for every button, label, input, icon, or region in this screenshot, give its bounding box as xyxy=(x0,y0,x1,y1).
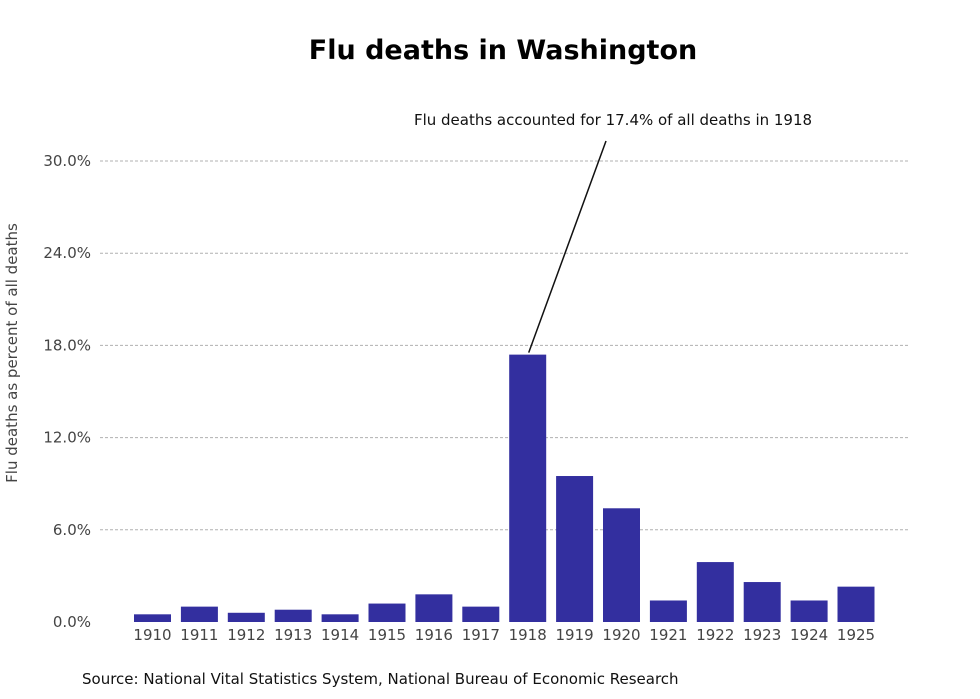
x-tick-label: 1917 xyxy=(462,626,500,644)
bar-1919 xyxy=(556,476,594,622)
bar-1911 xyxy=(180,606,218,622)
x-tick-label: 1923 xyxy=(743,626,781,644)
chart-title: Flu deaths in Washington xyxy=(309,35,697,66)
y-axis-ticks: 0.0% 6.0% 12.0% 18.0% 24.0% 30.0% xyxy=(43,152,91,631)
bar-1918 xyxy=(509,354,547,622)
bar-1921 xyxy=(649,600,687,622)
x-tick-label: 1912 xyxy=(227,626,265,644)
bar-1923 xyxy=(743,582,781,622)
y-tick-label: 0.0% xyxy=(53,613,91,631)
bar-1916 xyxy=(415,594,453,622)
bar-1913 xyxy=(274,609,312,622)
annotation-text: Flu deaths accounted for 17.4% of all de… xyxy=(414,111,812,129)
y-tick-label: 18.0% xyxy=(43,336,91,354)
bar-1917 xyxy=(462,606,500,622)
x-tick-label: 1919 xyxy=(556,626,594,644)
y-tick-label: 12.0% xyxy=(43,429,91,447)
y-tick-label: 30.0% xyxy=(43,152,91,170)
bars xyxy=(134,354,875,622)
grid xyxy=(100,160,910,531)
x-tick-label: 1925 xyxy=(837,626,875,644)
x-tick-label: 1918 xyxy=(509,626,547,644)
y-axis-label: Flu deaths as percent of all deaths xyxy=(3,223,21,483)
y-tick-label: 6.0% xyxy=(53,521,91,539)
bar-1920 xyxy=(603,508,640,622)
x-tick-label: 1914 xyxy=(321,626,359,644)
bar-1922 xyxy=(696,562,734,622)
x-tick-label: 1924 xyxy=(790,626,828,644)
x-tick-label: 1916 xyxy=(415,626,453,644)
bar-1925 xyxy=(837,586,875,622)
x-tick-label: 1913 xyxy=(274,626,312,644)
x-tick-label: 1922 xyxy=(696,626,734,644)
x-tick-label: 1910 xyxy=(133,626,171,644)
bar-1910 xyxy=(134,614,171,622)
x-tick-label: 1915 xyxy=(368,626,406,644)
y-tick-label: 24.0% xyxy=(43,244,91,262)
x-tick-label: 1920 xyxy=(602,626,640,644)
source-note: Source: National Vital Statistics System… xyxy=(82,670,679,688)
x-axis-ticks: 1910 1911 1912 1913 1914 1915 1916 1917 1918 1919… xyxy=(133,626,875,644)
bar-1915 xyxy=(368,603,406,622)
bar-1914 xyxy=(321,614,359,622)
bar-1924 xyxy=(790,600,828,622)
x-tick-label: 1911 xyxy=(180,626,218,644)
x-tick-label: 1921 xyxy=(649,626,687,644)
annotation-arrow xyxy=(527,140,607,353)
bar-1912 xyxy=(227,612,265,622)
